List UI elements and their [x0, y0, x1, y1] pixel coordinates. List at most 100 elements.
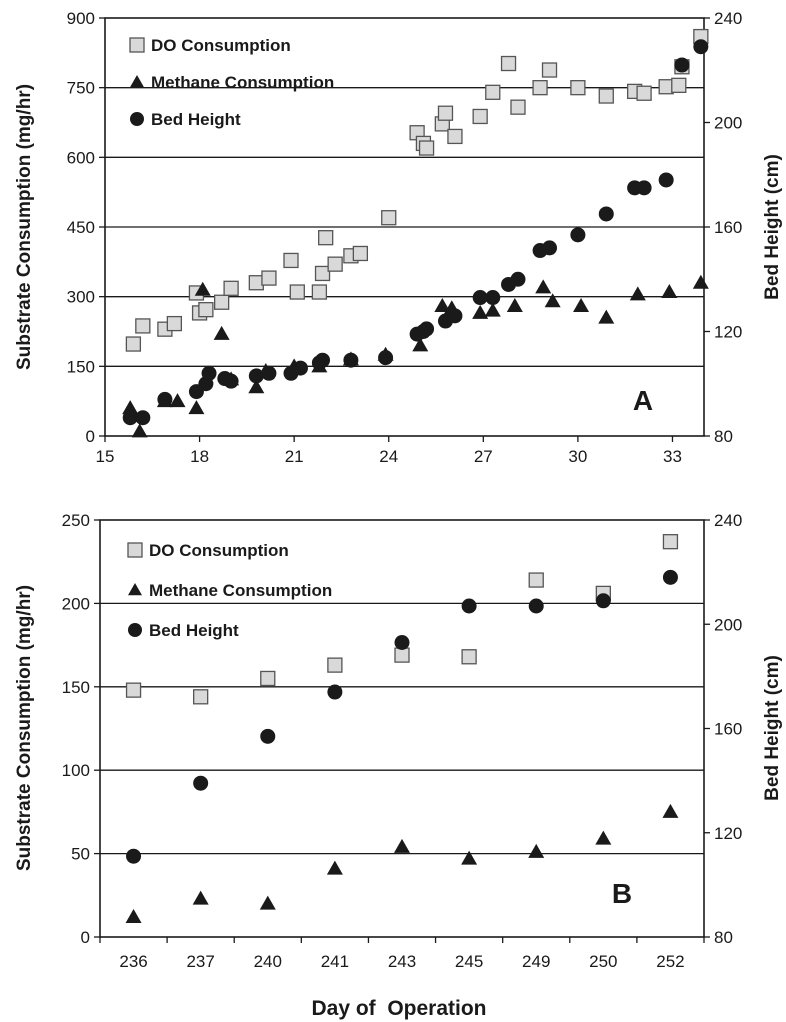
bed-height-point	[315, 352, 331, 368]
methane-consumption-point	[544, 293, 561, 308]
methane-consumption-point	[472, 304, 489, 319]
do-consumption-point	[125, 336, 142, 352]
x-tick-label: 241	[321, 952, 349, 971]
methane-consumption-point	[461, 850, 478, 865]
methane-consumption-point	[194, 281, 211, 296]
do-consumption-point	[314, 265, 331, 282]
do-consumption-point	[223, 280, 239, 296]
legend-bed-height-label: Bed Height	[151, 110, 241, 129]
bed-height-point	[510, 271, 526, 287]
legend-do-consumption-marker	[127, 542, 143, 558]
do-consumption-point	[662, 534, 679, 550]
methane-consumption-point	[692, 274, 709, 289]
methane-consumption-point	[598, 309, 615, 324]
bed-height-point	[223, 373, 239, 389]
panel-a-y-title: Substrate Consumption (mg/hr)	[14, 84, 35, 370]
bed-height-point	[542, 240, 558, 256]
bed-height-point	[570, 227, 586, 243]
do-consumption-point	[260, 670, 276, 687]
panel-a-label: A	[633, 385, 653, 416]
bed-height-point	[461, 598, 477, 614]
x-tick-label: 33	[663, 447, 682, 466]
bed-height-point	[292, 360, 308, 376]
methane-consumption-point	[573, 297, 590, 312]
bed-height-point	[343, 352, 359, 368]
do-consumption-point	[500, 55, 517, 72]
panel-b-y-title: Substrate Consumption (mg/hr)	[14, 585, 35, 871]
do-consumption-point	[447, 128, 463, 145]
methane-consumption-point	[484, 302, 501, 317]
panel-b-legend: DO Consumption Methane Consumption Bed Hei…	[127, 541, 332, 640]
do-consumption-point	[283, 252, 299, 269]
x-tick-label: 21	[285, 447, 304, 466]
bed-height-point	[674, 57, 690, 73]
x-tick-label: 27	[474, 447, 493, 466]
bed-height-point	[327, 684, 343, 700]
methane-consumption-point	[122, 400, 139, 415]
do-consumption-point	[213, 294, 230, 310]
x-tick-label: 18	[190, 447, 209, 466]
methane-consumption-point	[131, 423, 148, 438]
methane-consumption-point	[434, 297, 451, 312]
x-tick-label: 252	[656, 952, 684, 971]
y-tick-label: 150	[62, 678, 90, 697]
bed-height-point	[598, 206, 614, 222]
legend-methane-consumption-marker	[130, 75, 144, 88]
methane-consumption-point	[661, 284, 678, 299]
x-tick-label: 30	[568, 447, 587, 466]
do-consumption-point	[418, 140, 435, 156]
y-tick-label: 0	[81, 928, 90, 947]
bed-height-point	[485, 290, 501, 306]
bed-height-point	[260, 728, 276, 744]
do-consumption-point	[352, 245, 369, 262]
do-consumption-point	[198, 302, 214, 318]
y-tick-label: 50	[71, 845, 90, 864]
y2-tick-label: 120	[714, 824, 742, 843]
bed-height-point	[662, 569, 678, 585]
methane-consumption-point	[169, 393, 186, 408]
panel-a-legend: DO Consumption Methane Consumption Bed Hei…	[129, 36, 334, 129]
panel-b-label: B	[612, 878, 632, 909]
y-tick-label: 150	[67, 357, 95, 376]
do-consumption-point	[125, 682, 142, 698]
do-consumption-point	[327, 657, 343, 673]
legend-bed-height-marker	[130, 112, 144, 126]
x-tick-label: 245	[455, 952, 483, 971]
do-consumption-point	[193, 689, 209, 705]
y-tick-label: 450	[67, 218, 95, 237]
x-tick-label: 250	[589, 952, 617, 971]
bed-height-point	[595, 593, 611, 609]
methane-consumption-point	[662, 803, 679, 818]
do-consumption-point	[261, 270, 277, 286]
bed-height-point	[447, 308, 463, 324]
y-tick-label: 100	[62, 761, 90, 780]
methane-consumption-point	[259, 895, 276, 910]
y2-tick-label: 80	[714, 928, 733, 947]
panel-a-marks	[122, 28, 709, 438]
bed-height-point	[636, 180, 652, 196]
methane-consumption-point	[535, 279, 552, 294]
methane-consumption-point	[528, 843, 545, 858]
bed-height-point	[472, 290, 488, 306]
panel-a-ticks: 15 18 21 24 27 30 33 0 150 300 450 600 750 900 80 120 16…	[67, 9, 743, 466]
do-consumption-point	[671, 77, 687, 93]
do-consumption-point	[636, 85, 652, 101]
legend-bed-height-marker	[128, 623, 142, 637]
methane-consumption-point	[125, 908, 142, 923]
do-consumption-point	[598, 88, 614, 104]
bed-height-point	[201, 365, 217, 381]
bed-height-point	[528, 598, 544, 614]
x-tick-label: 249	[522, 952, 550, 971]
do-consumption-point	[394, 647, 410, 663]
do-consumption-point	[510, 99, 526, 115]
y2-tick-label: 120	[714, 323, 742, 342]
x-tick-label: 15	[96, 447, 115, 466]
bed-height-point	[122, 410, 138, 426]
y-tick-label: 600	[67, 148, 95, 167]
x-tick-label: 236	[119, 952, 147, 971]
y2-tick-label: 200	[714, 615, 742, 634]
do-consumption-point	[472, 108, 488, 125]
legend-do-consumption-label: DO Consumption	[149, 541, 289, 560]
panel-b-gridlines	[100, 602, 704, 855]
do-consumption-point	[532, 80, 548, 96]
